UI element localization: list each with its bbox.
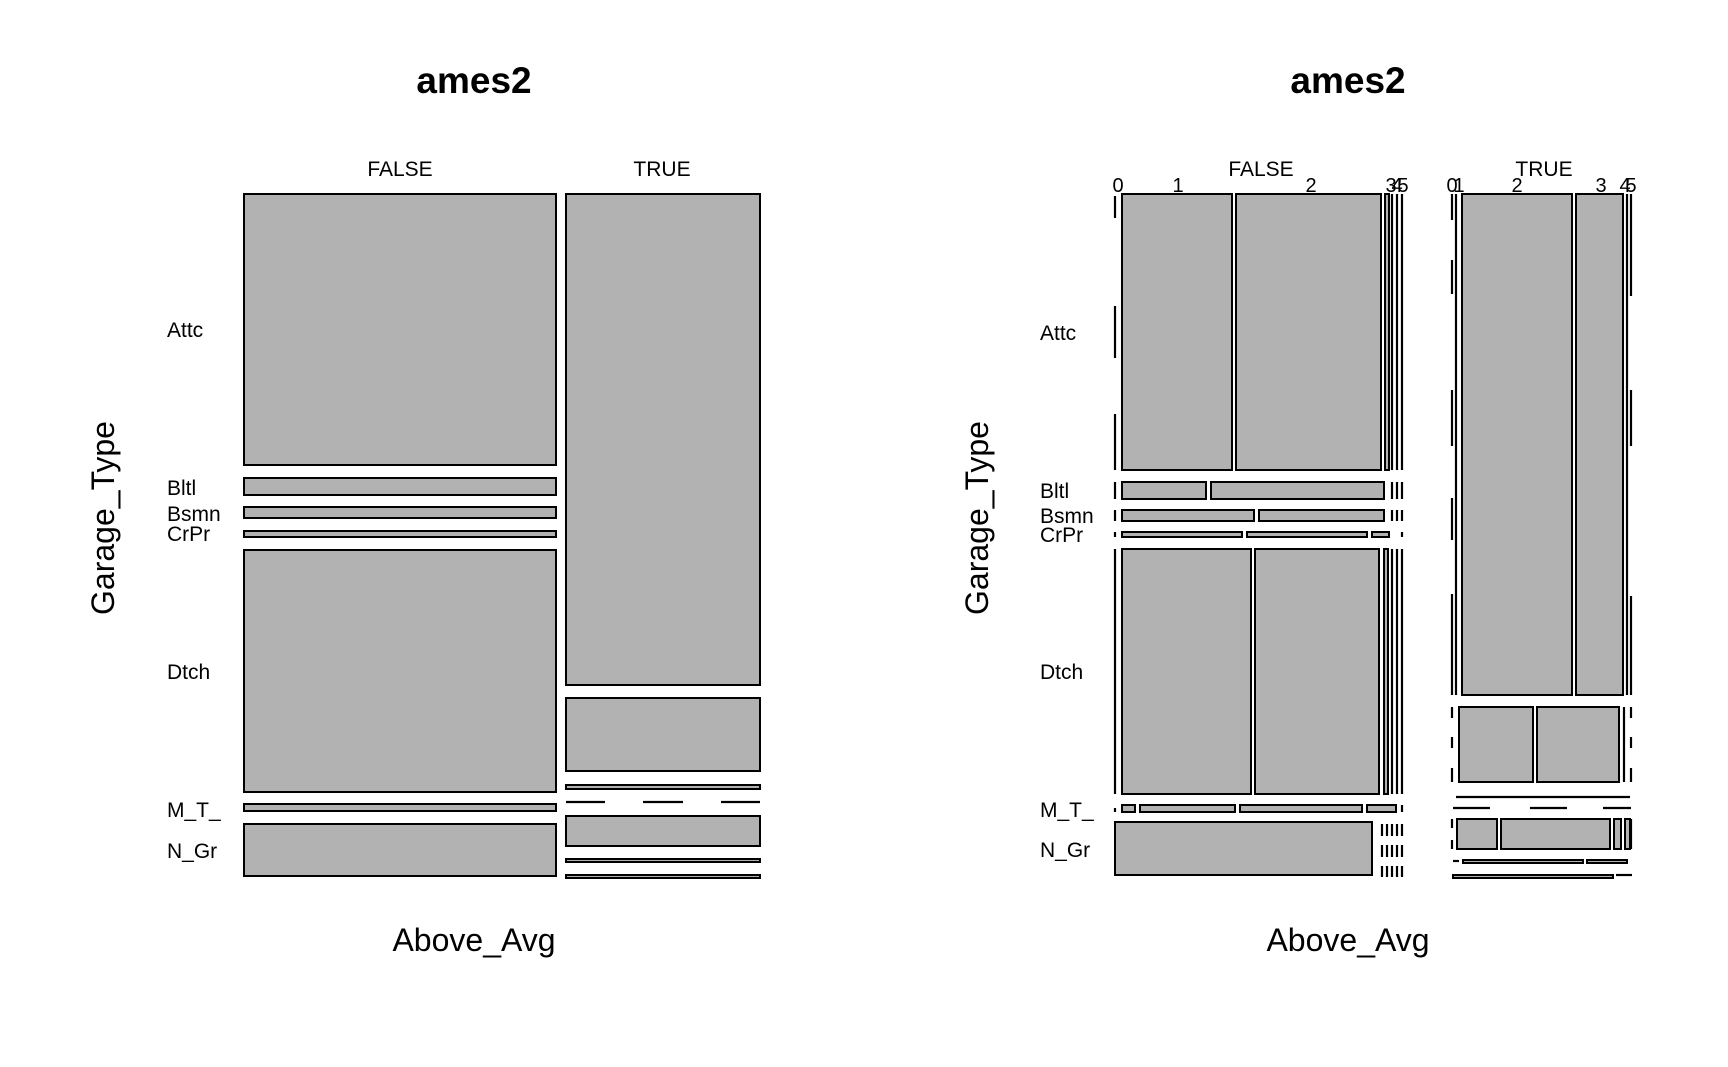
inner-level-label: 0: [1446, 175, 1457, 197]
mosaic-tile: [1458, 706, 1534, 783]
mosaic-tile: [1121, 531, 1243, 538]
mosaic-panel-2: ames2 Above_Avg Garage_Type FALSE TRUE 0…: [959, 60, 1637, 958]
mosaic-tile: [1500, 818, 1611, 850]
mosaic-tile: [1575, 193, 1624, 696]
mosaic-tile: [565, 784, 761, 790]
y-level-label: Dtch: [1040, 661, 1083, 684]
mosaic-tile: [1121, 509, 1255, 522]
y-level-label: Bltl: [1040, 480, 1069, 503]
inner-level-label: 0: [1112, 175, 1123, 197]
inner-level-label: 1: [1453, 175, 1464, 197]
mosaic-tile: [1121, 548, 1252, 795]
mosaic-tile: [1383, 548, 1389, 795]
mosaic-tile: [243, 823, 557, 877]
chart-title-2: ames2: [1290, 60, 1405, 101]
y-level-label: CrPr: [167, 523, 210, 546]
x-level-label: TRUE: [1515, 158, 1572, 181]
y-level-label: Bsmn: [1040, 505, 1094, 528]
mosaic-tile: [1366, 804, 1397, 813]
mosaic-tile: [1235, 193, 1382, 471]
x-level-label: FALSE: [367, 158, 432, 181]
mosaic-tile: [243, 803, 557, 812]
mosaic-tile: [1254, 548, 1380, 795]
mosaic-tile: [1121, 481, 1207, 500]
x-axis-label-2: Above_Avg: [1266, 922, 1429, 958]
mosaic-tile: [1121, 193, 1233, 471]
x-axis-label-1: Above_Avg: [392, 922, 555, 958]
mosaic-tile: [565, 697, 761, 772]
mosaic-tile: [1210, 481, 1385, 500]
mosaic-tile: [1456, 818, 1498, 850]
y-level-label: Dtch: [167, 661, 210, 684]
mosaic-tile: [1624, 818, 1631, 850]
mosaic-tile: [1239, 804, 1363, 813]
inner-level-label: 3: [1595, 175, 1606, 197]
inner-level-label: 5: [1625, 175, 1636, 197]
mosaic-tile: [565, 815, 761, 847]
mosaic-tile: [243, 477, 557, 496]
mosaic-tile: [243, 506, 557, 519]
mosaic-tile: [1371, 531, 1390, 538]
mosaic-tile: [1139, 804, 1236, 813]
y-level-label: N_Gr: [1040, 839, 1090, 862]
inner-level-label: 2: [1305, 175, 1316, 197]
chart-title-1: ames2: [416, 60, 531, 101]
mosaic-tile: [1121, 804, 1136, 813]
mosaic-tile: [565, 858, 761, 863]
inner-level-label: 3: [1385, 175, 1396, 197]
y-level-label: Bltl: [167, 477, 196, 500]
x-level-label: TRUE: [633, 158, 690, 181]
y-level-label: N_Gr: [167, 840, 217, 863]
empty-cell-markers-true: [1450, 194, 1633, 877]
mosaic-tile: [1258, 509, 1385, 522]
mosaic-tile: [1461, 193, 1573, 696]
empty-cell-markers-false: [1113, 194, 1404, 877]
mosaic-tile: [1246, 531, 1368, 538]
inner-level-label: 5: [1397, 175, 1408, 197]
y-level-label: Attc: [167, 319, 203, 342]
mosaic-tile: [1586, 859, 1628, 864]
y-axis-label-2: Garage_Type: [959, 421, 995, 615]
x-level-label: FALSE: [1228, 158, 1293, 181]
mosaic-tile: [243, 530, 557, 538]
y-level-label: Bsmn: [167, 503, 221, 526]
inner-level-label: 4: [1391, 175, 1402, 197]
inner-level-label: 1: [1172, 175, 1183, 197]
mosaic-tile: [1384, 193, 1390, 471]
y-level-label: CrPr: [1040, 524, 1083, 547]
mosaic-tile: [1536, 706, 1620, 783]
mosaic-tile: [1114, 821, 1373, 876]
mosaic-tile: [243, 549, 557, 793]
mosaic-tile: [1452, 874, 1614, 879]
inner-level-label: 4: [1619, 175, 1630, 197]
y-level-label: Attc: [1040, 322, 1076, 345]
y-axis-label-1: Garage_Type: [85, 421, 121, 615]
inner-level-label: 2: [1511, 175, 1522, 197]
mosaic-tile: [565, 193, 761, 686]
mosaic-tile: [1613, 818, 1622, 850]
y-level-label: M_T_: [167, 799, 221, 822]
mosaic-tile: [565, 874, 761, 879]
y-level-label: M_T_: [1040, 799, 1094, 822]
mosaic-panel-1: ames2 Above_Avg Garage_Type FALSE TRUE A…: [85, 60, 761, 958]
mosaic-tile: [243, 193, 557, 466]
mosaic-tile: [1462, 859, 1584, 864]
